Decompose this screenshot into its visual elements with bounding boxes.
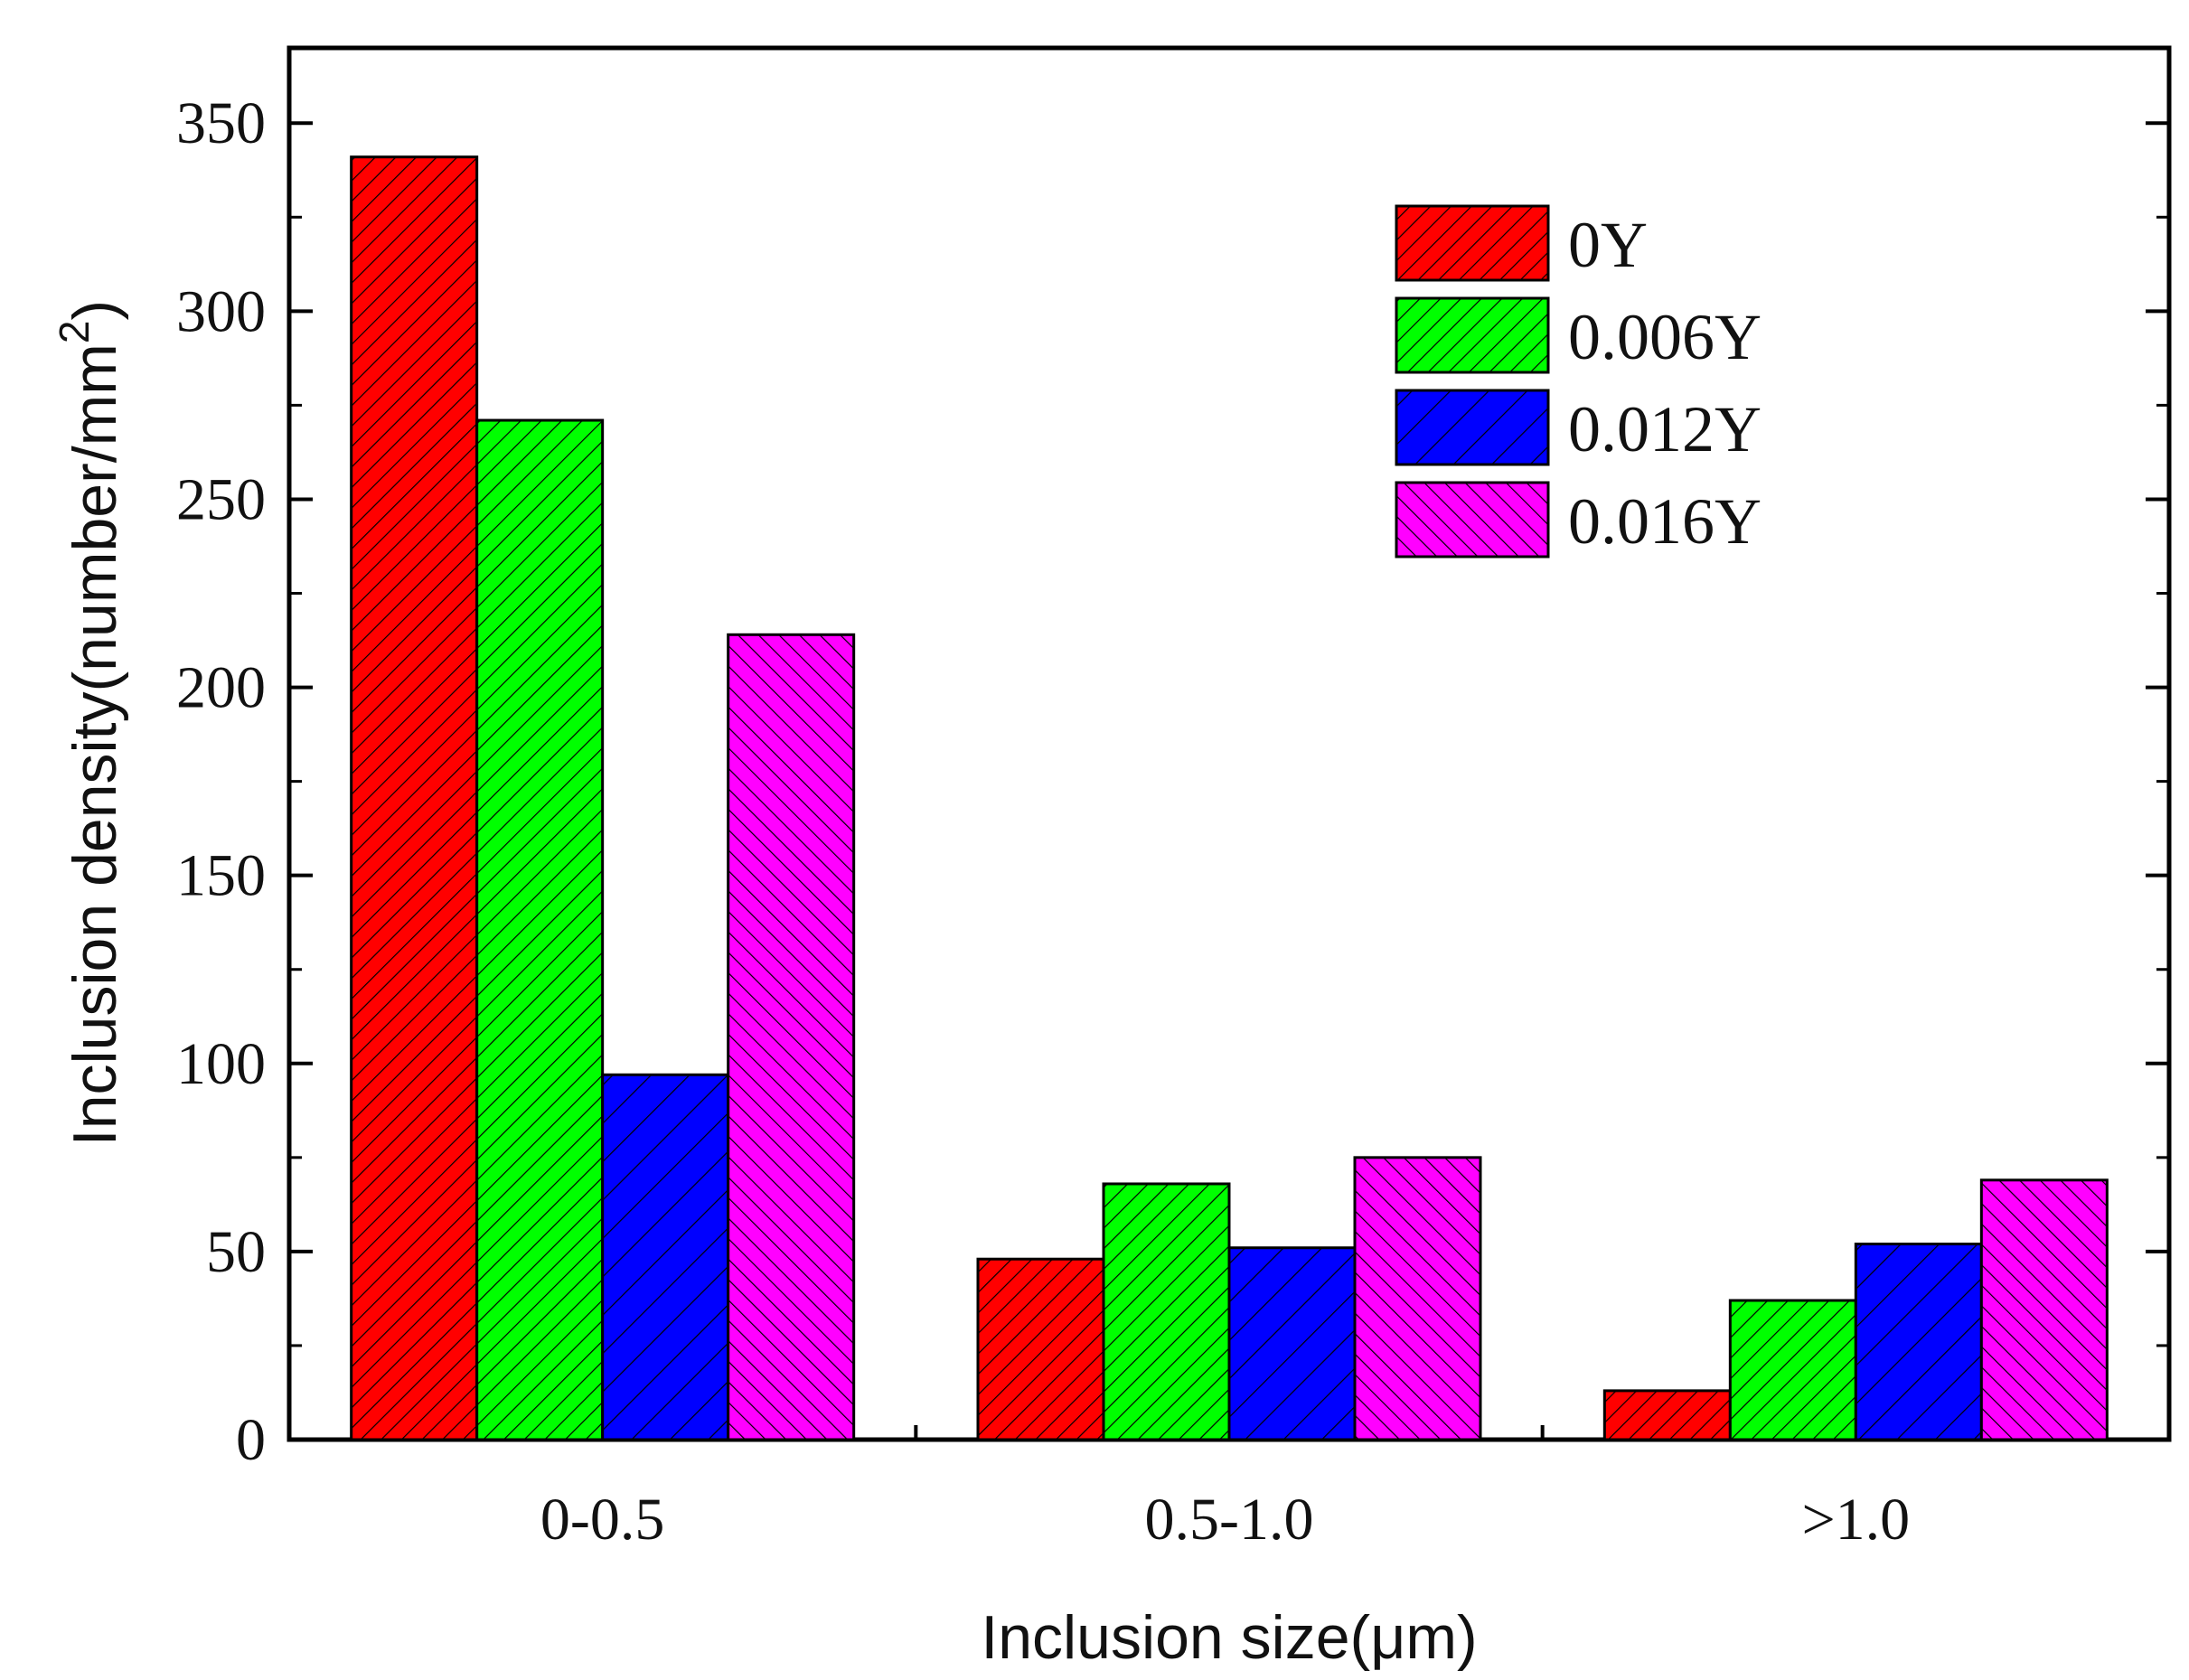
bar: [976, 1257, 1105, 1441]
y-tick-label: 150: [176, 843, 266, 909]
y-axis-title-superscript: 2: [51, 320, 98, 343]
bar: [350, 155, 479, 1441]
x-axis-title: Inclusion size(μm): [981, 1603, 1477, 1672]
bar-series-group: [350, 155, 2109, 1441]
bar: [601, 1073, 730, 1441]
bar: [727, 633, 856, 1441]
y-tick-label: 50: [206, 1219, 266, 1285]
bar: [1227, 1246, 1357, 1441]
y-axis-title-close: ): [61, 300, 129, 321]
bar: [1979, 1178, 2109, 1441]
x-tick-label: >1.0: [1801, 1487, 1910, 1553]
legend-swatch: [1395, 481, 1550, 558]
legend-label: 0.016Y: [1568, 485, 1762, 558]
bar: [1353, 1156, 1482, 1441]
bar: [1854, 1243, 1983, 1441]
x-axis: 0-0.5 0.5-1.0 >1.0: [540, 1425, 1910, 1553]
bar: [475, 418, 605, 1441]
bar: [1602, 1389, 1732, 1441]
y-axis: 0 50 100 150 200 250 300 350: [176, 90, 2169, 1473]
x-tick-label: 0-0.5: [540, 1487, 664, 1553]
legend: 0Y 0.006Y 0.012Y 0.016Y: [1395, 204, 1762, 558]
legend-label: 0Y: [1568, 209, 1648, 281]
y-axis-title-text: Inclusion density(number/mm: [61, 343, 129, 1146]
y-tick-label: 300: [176, 278, 266, 344]
y-tick-label: 0: [236, 1407, 266, 1473]
legend-label: 0.006Y: [1568, 301, 1762, 373]
legend-label: 0.012Y: [1568, 393, 1762, 465]
y-axis-title: Inclusion density(number/mm2): [51, 300, 129, 1146]
y-tick-label: 250: [176, 466, 266, 532]
legend-swatch: [1395, 204, 1550, 282]
bar: [1728, 1299, 1857, 1441]
x-tick-label: 0.5-1.0: [1145, 1487, 1314, 1553]
legend-swatch: [1395, 296, 1550, 374]
y-tick-label: 350: [176, 90, 266, 156]
y-tick-label: 200: [176, 655, 266, 721]
bar: [1102, 1182, 1231, 1441]
legend-swatch: [1395, 389, 1550, 466]
y-tick-label: 100: [176, 1031, 266, 1097]
